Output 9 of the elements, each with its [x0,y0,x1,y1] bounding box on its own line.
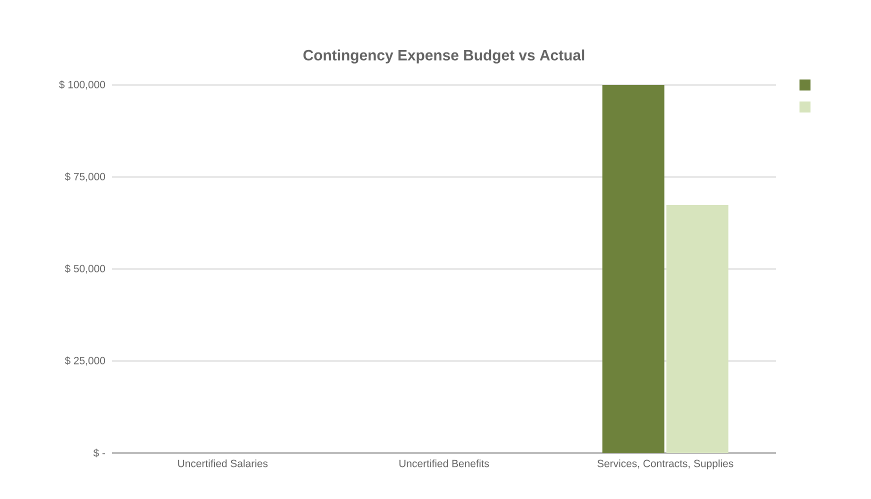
x-tick-label: Uncertified Salaries [178,460,268,468]
chart-title: Contingency Expense Budget vs Actual [303,50,584,64]
y-tick-label: $ 75,000 [64,172,106,182]
y-tick-label: $ 100,000 [59,80,106,90]
y-tick-label: $ 50,000 [64,264,106,274]
x-tick-label: Uncertified Benefits [399,460,489,468]
x-tick-label: Services, Contracts, Supplies [597,460,734,470]
y-tick-label: $ 25,000 [64,356,106,366]
y-tick-label: $ - [93,448,105,458]
